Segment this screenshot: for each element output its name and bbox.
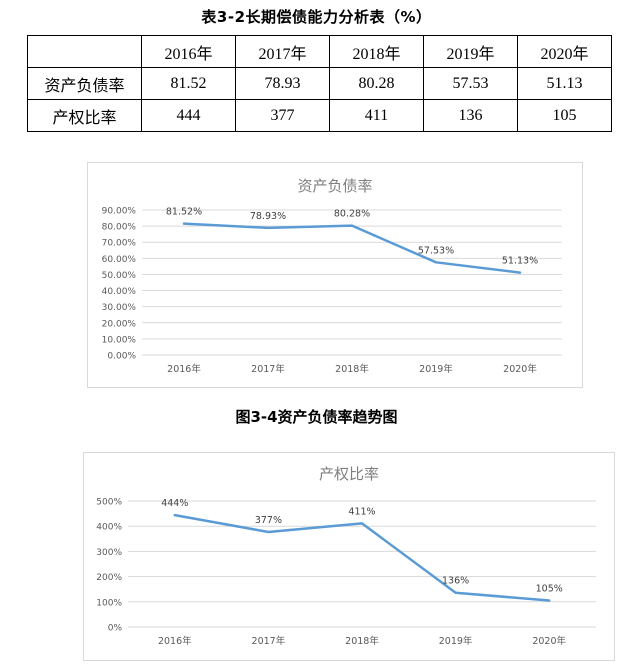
table-header-year: 2019年 — [423, 35, 518, 68]
data-label: 80.28% — [334, 209, 370, 220]
x-tick-label: 2016年 — [158, 635, 192, 647]
debt-ratio-chart: 资产负债率 0.00% 10.00% 20.00% 30.00% 40.00% 50.00%… — [102, 177, 562, 375]
table-cell: 136 — [423, 99, 518, 132]
chart-title: 资产负债率 — [297, 177, 372, 195]
y-tick-label: 20.00% — [102, 319, 137, 329]
y-tick-label: 60.00% — [102, 255, 137, 265]
y-tick-label: 300% — [96, 548, 122, 558]
y-tick-label: 400% — [96, 523, 122, 533]
y-tick-label: 10.00% — [102, 335, 137, 345]
table-corner-cell — [27, 35, 142, 68]
data-label: 81.52% — [166, 207, 202, 218]
table-cell: 51.13 — [517, 67, 612, 100]
x-tick-label: 2018年 — [335, 363, 369, 375]
row-label: 产权比率 — [27, 99, 142, 132]
data-label: 377% — [255, 515, 282, 526]
table-cell: 105 — [517, 99, 612, 132]
equity-ratio-chart-frame: 产权比率 0% 100% 200% 300% 400% 500% 2016年 2017年 2018… — [83, 452, 615, 661]
table-header-year: 2018年 — [329, 35, 424, 68]
data-label: 105% — [536, 584, 563, 595]
x-tick-label: 2020年 — [532, 635, 566, 647]
y-tick-label: 0.00% — [107, 352, 136, 362]
row-label: 资产负债率 — [27, 67, 142, 100]
chart-title: 产权比率 — [319, 465, 379, 483]
data-label: 411% — [348, 506, 375, 517]
y-tick-label: 0% — [108, 624, 123, 634]
table-header-year: 2016年 — [141, 35, 236, 68]
y-tick-label: 40.00% — [102, 287, 137, 297]
x-tick-label: 2019年 — [439, 635, 473, 647]
table-cell: 78.93 — [235, 67, 330, 100]
table-cell: 81.52 — [141, 67, 236, 100]
y-tick-label: 200% — [96, 573, 122, 583]
y-tick-label: 500% — [96, 498, 122, 508]
x-tick-label: 2018年 — [345, 635, 379, 647]
table-header-year: 2020年 — [517, 35, 612, 68]
table-cell: 377 — [235, 99, 330, 132]
series-line — [173, 513, 551, 602]
data-label: 57.53% — [418, 245, 454, 256]
y-tick-label: 90.00% — [102, 207, 137, 217]
table-cell: 444 — [141, 99, 236, 132]
data-label: 51.13% — [502, 256, 538, 267]
y-tick-label: 50.00% — [102, 271, 137, 281]
data-label: 136% — [442, 576, 469, 587]
table-cell: 411 — [329, 99, 424, 132]
x-tick-label: 2019年 — [419, 363, 453, 375]
equity-ratio-chart: 产权比率 0% 100% 200% 300% 400% 500% 2016年 2017年 2018… — [96, 465, 596, 647]
solvency-table: 2016年 2017年 2018年 2019年 2020年 资产负债率 81.5… — [27, 35, 612, 132]
figure-caption: 图3-4资产负债率趋势图 — [235, 408, 398, 426]
debt-ratio-chart-frame: 资产负债率 0.00% 10.00% 20.00% 30.00% 40.00% 50.00%… — [87, 162, 583, 388]
y-tick-label: 80.00% — [102, 223, 137, 233]
table-cell: 57.53 — [423, 67, 518, 100]
y-tick-label: 30.00% — [102, 303, 137, 313]
data-label: 78.93% — [250, 211, 286, 222]
table-header-row: 2016年 2017年 2018年 2019年 2020年 — [27, 35, 612, 68]
x-tick-label: 2017年 — [252, 635, 286, 647]
x-tick-label: 2016年 — [167, 363, 201, 375]
y-tick-label: 70.00% — [102, 239, 137, 249]
x-tick-label: 2017年 — [251, 363, 285, 375]
series-line — [182, 222, 522, 274]
table-header-year: 2017年 — [235, 35, 330, 68]
data-label: 444% — [161, 498, 188, 509]
x-tick-label: 2020年 — [503, 363, 537, 375]
table-title: 表3-2长期偿债能力分析表（%） — [201, 8, 432, 26]
table-cell: 80.28 — [329, 67, 424, 100]
y-tick-label: 100% — [96, 598, 122, 608]
table-row: 资产负债率 81.52 78.93 80.28 57.53 51.13 — [27, 67, 612, 100]
table-row: 产权比率 444 377 411 136 105 — [27, 99, 612, 132]
